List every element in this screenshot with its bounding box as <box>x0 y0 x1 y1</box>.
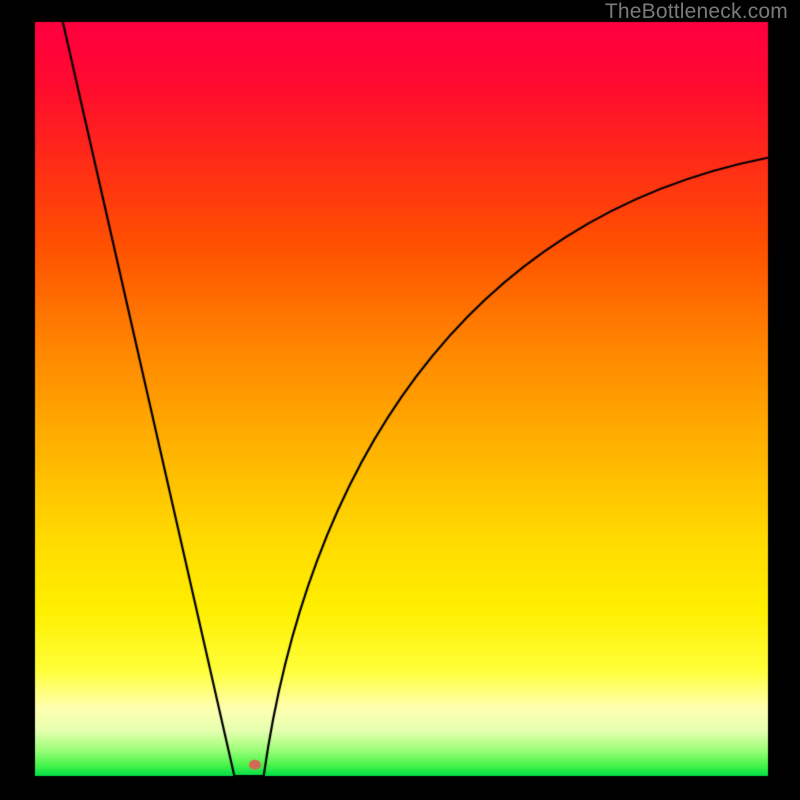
chart-root: TheBottleneck.com <box>0 0 800 800</box>
bottleneck-chart-canvas <box>0 0 800 800</box>
